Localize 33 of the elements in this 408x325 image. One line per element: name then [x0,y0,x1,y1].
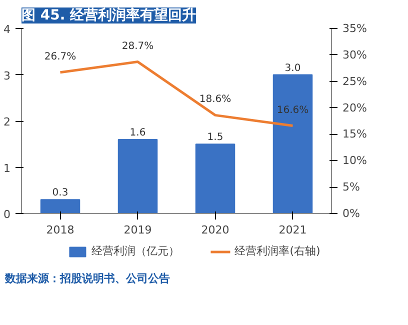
y2-tick-label: 35% [342,22,367,35]
legend-label: 经营利润率(右轴) [234,244,320,258]
x-tick-label: 2020 [201,224,230,236]
y-tick-label: 0 [4,208,10,221]
bar [272,74,313,214]
y2-tick-label: 0% [342,207,360,220]
y-tick-label: 2 [4,116,10,128]
source-note: 数据来源：招股说明书、公司公告 [5,271,170,287]
y2-tick-label: 5% [342,180,360,194]
data-label: 3.0 [284,62,301,74]
data-label: 1.6 [130,128,146,138]
legend-label: 经营利润（亿元） [92,244,180,258]
y2-tick-label: 20% [342,101,367,114]
bar [195,144,236,214]
data-label: 0.3 [52,188,68,199]
y-tick-label: 1 [4,162,10,175]
y2-tick-label: 25% [342,74,367,88]
data-label: 18.6% [199,94,232,106]
y2-tick-label: 30% [342,48,367,62]
y2-tick-label: 10% [342,154,367,168]
bar [118,139,158,214]
y2-tick-label: 15% [342,128,367,141]
chart-title: 图 45. 经营利润率有望回升 [22,6,196,24]
data-label: 16.6% [276,104,309,116]
data-label: 28.7% [122,40,154,52]
y-tick-label: 3 [4,69,10,82]
x-tick-label: 2021 [278,224,307,236]
bar [40,199,80,214]
y-tick-label: 4 [4,23,10,36]
x-tick-label: 2018 [46,224,74,236]
x-tick-label: 2019 [124,224,152,236]
data-label: 1.5 [207,132,224,144]
data-label: 26.7% [44,51,76,62]
